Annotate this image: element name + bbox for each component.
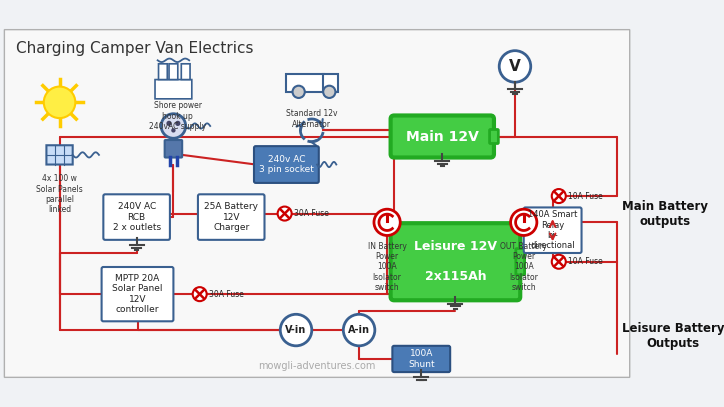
FancyBboxPatch shape — [169, 64, 178, 80]
Circle shape — [500, 50, 531, 82]
Text: 140A Smart
Relay
bi-
directional: 140A Smart Relay bi- directional — [528, 210, 577, 250]
Circle shape — [161, 114, 185, 138]
Circle shape — [552, 189, 565, 203]
FancyBboxPatch shape — [4, 30, 630, 377]
Text: IN Battery
Power
100A
Isolator
switch: IN Battery Power 100A Isolator switch — [368, 242, 407, 292]
Text: Standard 12v
Alternator: Standard 12v Alternator — [286, 109, 337, 129]
Circle shape — [175, 121, 180, 126]
FancyBboxPatch shape — [392, 346, 450, 372]
FancyBboxPatch shape — [254, 146, 319, 183]
Bar — [323, 74, 338, 92]
FancyBboxPatch shape — [198, 194, 264, 240]
Circle shape — [277, 207, 292, 221]
Text: Main 12V: Main 12V — [406, 129, 479, 144]
Text: Charging Camper Van Electrics: Charging Camper Van Electrics — [16, 41, 253, 56]
Text: Leisure Battery
Outputs: Leisure Battery Outputs — [622, 322, 724, 350]
Circle shape — [323, 86, 335, 98]
Text: 4x 100 w
Solar Panels
parallel
linked: 4x 100 w Solar Panels parallel linked — [36, 174, 83, 214]
Text: 240v AC
3 pin socket: 240v AC 3 pin socket — [259, 155, 313, 174]
Text: V-in: V-in — [285, 325, 307, 335]
FancyBboxPatch shape — [391, 116, 494, 158]
Text: 30A Fuse: 30A Fuse — [294, 209, 329, 218]
Text: Main Battery
outputs: Main Battery outputs — [622, 199, 708, 228]
Text: 10A Fuse: 10A Fuse — [568, 192, 603, 201]
Text: 10A Fuse: 10A Fuse — [568, 257, 603, 266]
Text: MPTP 20A
Solar Panel
12V
controller: MPTP 20A Solar Panel 12V controller — [112, 274, 163, 314]
Text: 30A Fuse: 30A Fuse — [209, 290, 244, 299]
FancyBboxPatch shape — [489, 129, 498, 144]
FancyBboxPatch shape — [159, 64, 167, 80]
Text: 100A
Shunt: 100A Shunt — [408, 349, 434, 369]
FancyBboxPatch shape — [101, 267, 174, 321]
FancyBboxPatch shape — [46, 145, 72, 164]
FancyBboxPatch shape — [181, 64, 190, 80]
Text: 240V AC
RCB
2 x outlets: 240V AC RCB 2 x outlets — [112, 202, 161, 232]
Text: 25A Battery
12V
Charger: 25A Battery 12V Charger — [204, 202, 258, 232]
Text: Shore power
hook up
240vAC supply: Shore power hook up 240vAC supply — [149, 101, 206, 131]
Circle shape — [510, 209, 537, 236]
Text: Leisure 12V

2x115Ah: Leisure 12V 2x115Ah — [414, 240, 497, 283]
FancyBboxPatch shape — [104, 194, 170, 240]
Text: mowgli-adventures.com: mowgli-adventures.com — [258, 361, 376, 371]
Circle shape — [193, 287, 206, 301]
Circle shape — [374, 209, 400, 236]
Bar — [285, 74, 324, 92]
Text: OUT Battery
Power
100A
Isolator
switch: OUT Battery Power 100A Isolator switch — [500, 242, 547, 292]
FancyBboxPatch shape — [391, 223, 521, 300]
FancyBboxPatch shape — [164, 140, 182, 158]
Circle shape — [43, 87, 75, 118]
FancyBboxPatch shape — [516, 249, 525, 275]
FancyBboxPatch shape — [155, 80, 192, 99]
Circle shape — [343, 314, 375, 346]
Circle shape — [171, 128, 176, 133]
Circle shape — [280, 314, 312, 346]
Circle shape — [552, 255, 565, 269]
Circle shape — [167, 121, 172, 126]
Text: A-in: A-in — [348, 325, 370, 335]
Text: V: V — [509, 59, 521, 74]
Circle shape — [292, 86, 305, 98]
FancyBboxPatch shape — [523, 208, 581, 253]
